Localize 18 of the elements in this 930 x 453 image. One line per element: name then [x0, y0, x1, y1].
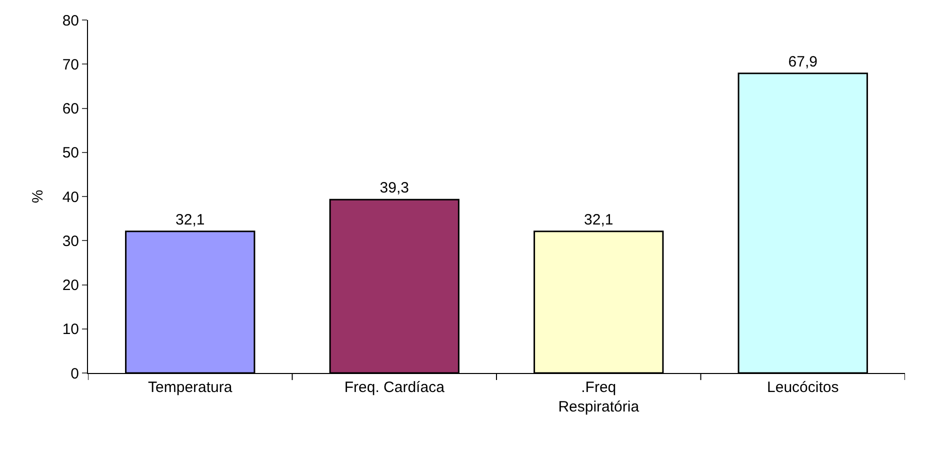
- y-axis-title: %: [30, 190, 47, 204]
- x-tick-label: .Freq Respiratória: [558, 379, 640, 416]
- x-tick-label: Freq. Cardíaca: [344, 379, 446, 396]
- y-tick-label: 40: [62, 188, 79, 206]
- y-tick-label: 30: [62, 232, 79, 250]
- y-tick-label: 0: [70, 365, 79, 382]
- y-tick-label: 80: [62, 12, 79, 30]
- x-tick-label: Leucócitos: [767, 379, 839, 396]
- y-tick-label: 10: [62, 321, 79, 338]
- y-tick-label: 70: [62, 56, 79, 74]
- y-tick-label: 60: [62, 100, 79, 118]
- data-label: 67,9: [788, 53, 818, 70]
- x-tick-label: Temperatura: [148, 379, 233, 396]
- y-tick-label: 20: [62, 277, 79, 294]
- data-label: 39,3: [380, 180, 409, 197]
- data-label: 32,1: [584, 211, 614, 228]
- y-tick-label: 50: [62, 144, 79, 162]
- data-label: 32,1: [176, 211, 205, 228]
